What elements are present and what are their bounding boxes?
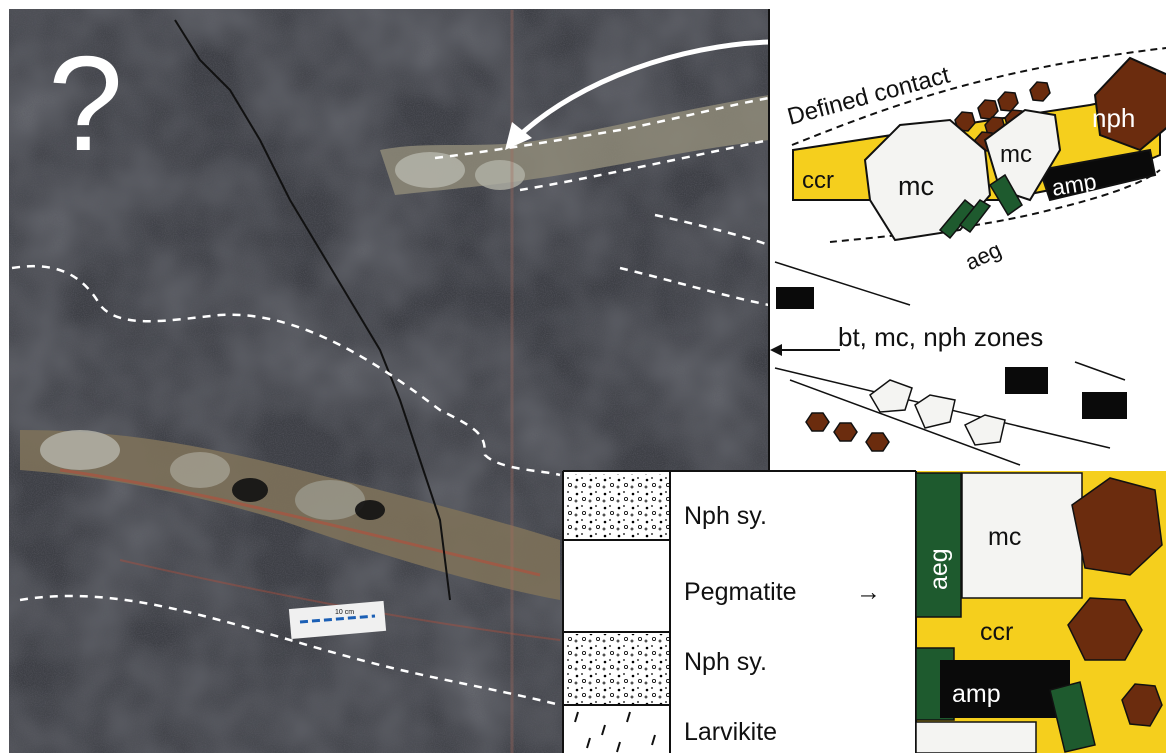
nph-detail-small (1121, 683, 1163, 727)
nph-detail-large (1071, 477, 1163, 576)
contact-sketch: ccr amp nph mc mc aeg De (768, 9, 1166, 471)
nph-detail-mid (1067, 597, 1143, 661)
nph-sy-swatch-upper (565, 474, 669, 540)
amp-detail (940, 660, 1070, 718)
ccr-label: ccr (802, 167, 834, 194)
larvikite-swatch (574, 711, 656, 753)
pegmatite-detail: mc aeg ccr amp (915, 471, 1166, 753)
unit-label-3: Nph sy. (684, 648, 767, 676)
nph-row (805, 412, 890, 452)
mc-detail (961, 472, 1083, 599)
mc-label: mc (898, 171, 934, 201)
callout-arrow (505, 39, 770, 150)
nph-label: nph (1092, 103, 1135, 133)
question-mark: ? (48, 28, 123, 179)
outcrop-photo: 10 cm ? (9, 9, 769, 753)
amp-block (1038, 148, 1157, 202)
amp-detail-label: amp (952, 680, 1001, 708)
strat-column: Nph sy. Pegmatite → Nph sy. Larvikite (562, 470, 916, 753)
photo-contact-lines (11, 96, 769, 707)
mc-fragments (869, 379, 1006, 446)
aeg-detail-crystal (1049, 681, 1096, 753)
pegmatite-arrow: → (856, 578, 881, 606)
mc-detail-label: mc (988, 523, 1021, 551)
bt-blocks (776, 287, 1127, 419)
scale-card: 10 cm (288, 600, 387, 640)
aeg-crystals (938, 173, 1023, 240)
aeg-detail-label: aeg (925, 548, 953, 590)
zones-label: bt, mc, nph zones (838, 322, 1043, 352)
nph-crystal (1093, 56, 1166, 152)
scale-bar-label: 10 cm (335, 609, 354, 616)
mc-small-label: mc (1000, 141, 1032, 168)
unit-label-4: Larvikite (684, 718, 777, 746)
nph-sy-swatch-lower (565, 634, 669, 704)
aeg-detail (915, 472, 962, 618)
crack (174, 19, 451, 601)
unit-label-2: Pegmatite (684, 578, 797, 606)
unit-label-1: Nph sy. (684, 502, 767, 530)
ccr-detail-label: ccr (980, 618, 1013, 646)
mc-detail-lower (915, 721, 1037, 753)
